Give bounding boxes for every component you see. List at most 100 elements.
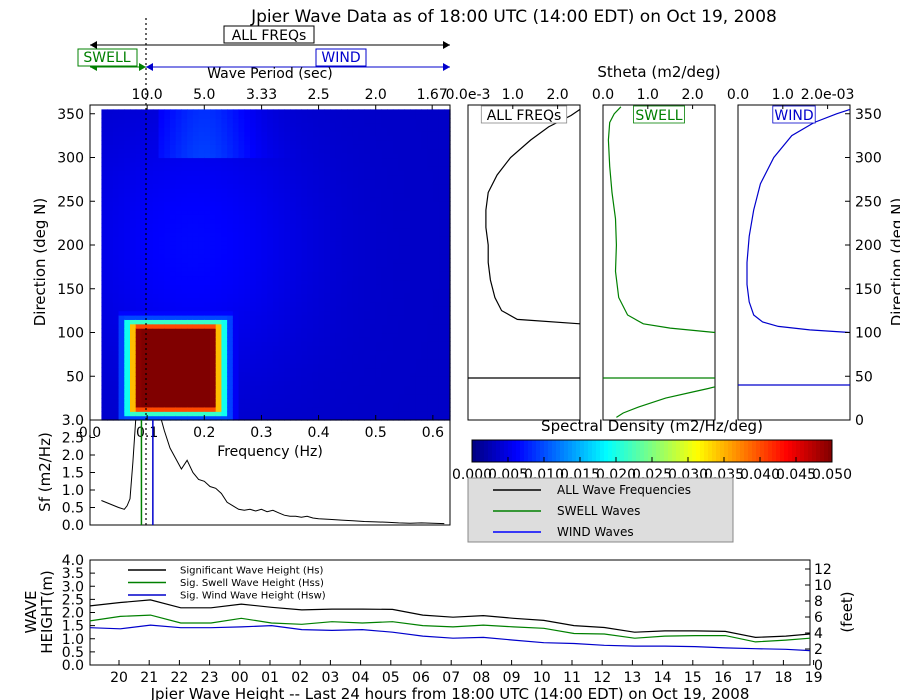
heatmap-cell xyxy=(404,323,411,329)
heatmap-cell xyxy=(330,157,337,163)
heatmap-cell xyxy=(130,389,137,395)
heatmap-cell xyxy=(364,350,371,355)
heatmap-cell xyxy=(255,135,263,141)
heatmap-cell xyxy=(141,393,148,399)
heatmap-cell xyxy=(284,306,291,312)
colorbar-cell xyxy=(560,440,565,462)
sf-y-tick-label: 1.5 xyxy=(62,466,84,482)
heatmap-cell xyxy=(375,122,383,128)
heatmap-cell xyxy=(335,179,343,185)
heatmap-cell xyxy=(335,118,343,124)
heatmap-cell xyxy=(427,218,434,224)
heatmap-cell xyxy=(152,341,160,347)
heatmap-cell xyxy=(312,345,320,351)
heatmap-cell xyxy=(432,126,440,132)
heatmap-cell xyxy=(164,367,171,373)
heatmap-cell xyxy=(444,258,451,264)
heatmap-cell xyxy=(255,253,263,259)
heatmap-cell xyxy=(392,192,400,198)
heatmap-cell xyxy=(392,406,400,412)
heatmap-cell xyxy=(307,275,314,281)
heatmap-cell xyxy=(364,118,371,124)
heatmap-cell xyxy=(335,245,343,250)
heatmap-cell xyxy=(238,363,245,369)
heatmap-cell xyxy=(290,140,297,145)
heatmap-cell xyxy=(370,183,377,189)
heatmap-cell xyxy=(438,310,445,316)
heatmap-cell xyxy=(335,415,343,421)
heatmap-cell xyxy=(358,363,365,369)
heatmap-cell xyxy=(204,389,211,395)
heatmap-cell xyxy=(181,406,188,412)
heatmap-cell xyxy=(221,249,228,255)
heatmap-cell xyxy=(358,118,365,124)
heatmap-cell xyxy=(204,218,211,224)
heatmap-cell xyxy=(347,245,354,250)
heatmap-cell xyxy=(175,227,183,233)
heatmap-cell xyxy=(335,122,343,128)
heatmap-cell xyxy=(404,415,411,421)
heatmap-cell xyxy=(158,341,165,347)
heatmap-cell xyxy=(147,341,154,347)
heatmap-cell xyxy=(135,210,143,215)
heatmap-cell xyxy=(347,398,354,404)
heatmap-cell xyxy=(118,385,125,390)
heatmap-cell xyxy=(330,135,337,141)
heatmap-cell xyxy=(261,385,268,390)
heatmap-cell xyxy=(221,301,228,307)
heatmap-cell xyxy=(341,153,348,159)
heatmap-cell xyxy=(255,354,263,360)
heatmap-cell xyxy=(444,275,451,281)
heatmap-cell xyxy=(295,113,303,119)
heatmap-cell xyxy=(164,245,171,250)
stheta-panel-label: WIND xyxy=(774,108,813,124)
heatmap-cell xyxy=(250,240,257,246)
heatmap-cell xyxy=(312,376,320,382)
heatmap-cell xyxy=(404,297,411,303)
heatmap-cell xyxy=(175,406,183,412)
heatmap-cell xyxy=(392,310,400,316)
heatmap-cell xyxy=(381,258,388,264)
heatmap-cell xyxy=(335,192,343,198)
heatmap-cell xyxy=(204,223,211,229)
heatmap-cell xyxy=(204,118,211,124)
heatmap-cell xyxy=(147,157,154,163)
heatmap-cell xyxy=(112,262,120,268)
heatmap-cell xyxy=(432,201,440,207)
heatmap-cell xyxy=(438,293,445,299)
heatmap-cell xyxy=(192,183,200,189)
heatmap-cell xyxy=(192,245,200,250)
heatmap-cell xyxy=(135,354,143,360)
heatmap-cell xyxy=(352,249,360,255)
heatmap-cell xyxy=(330,301,337,307)
heatmap-cell xyxy=(221,262,228,268)
heatmap-cell xyxy=(404,363,411,369)
heatmap-cell xyxy=(227,371,234,377)
heatmap-cell xyxy=(335,109,343,115)
heatmap-cell xyxy=(307,188,314,194)
heatmap-cell xyxy=(278,354,285,360)
heatmap-cell xyxy=(324,201,331,207)
heatmap-cell xyxy=(370,188,377,194)
heatmap-cell xyxy=(232,236,240,242)
heatmap-cell xyxy=(335,319,343,325)
heatmap-cell xyxy=(187,210,194,215)
heatmap-cell xyxy=(107,328,114,334)
heatmap-cell xyxy=(284,126,291,132)
colorbar-cell xyxy=(760,440,765,462)
heatmap-cell xyxy=(192,271,200,277)
heatmap-cell xyxy=(112,315,120,320)
heatmap-cell xyxy=(255,280,263,285)
heatmap-cell xyxy=(421,293,428,299)
heatmap-cell xyxy=(261,402,268,408)
heatmap-cell xyxy=(347,240,354,246)
sf-y-tick-label: 2.5 xyxy=(62,431,84,447)
heatmap-cell xyxy=(221,258,228,264)
heatmap-cell xyxy=(164,363,171,369)
heatmap-cell xyxy=(278,293,285,299)
heatmap-cell xyxy=(432,341,440,347)
heatmap-cell xyxy=(244,358,251,364)
heatmap-cell xyxy=(278,253,285,259)
heatmap-cell xyxy=(444,266,451,272)
heatmap-cell xyxy=(387,323,394,329)
